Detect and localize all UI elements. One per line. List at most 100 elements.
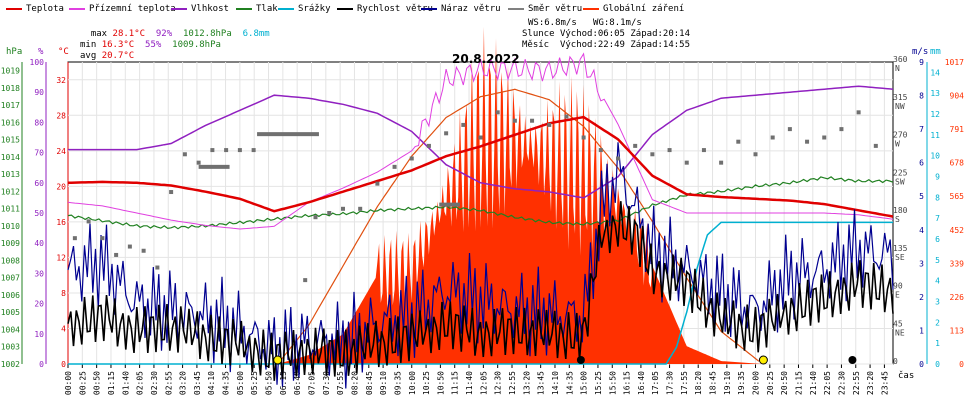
axis-tick-wind_dir-label: SW [895,177,905,186]
wind-dir-point [512,118,517,123]
wind-dir-point [327,211,332,215]
x-tick-label: 02:55 [164,371,173,395]
legend-item: Tlak [236,4,278,14]
axis-tick-temperature: 8 [61,289,66,298]
axis-tick-temperature: 12 [56,253,66,262]
wind-dir-point [141,248,146,253]
axis-tick-humidity: 20 [34,300,44,309]
x-tick-label: 22:05 [823,371,832,395]
legend-label: Náraz větru [441,4,501,14]
axis-tick-wind_dir: 270 [893,131,908,140]
series-wind_speed-Rychlostvětru [67,201,894,381]
axis-tick-humidity: 70 [34,149,44,158]
axis-tick-rain: 2 [935,318,940,327]
x-tick-label: 23:45 [880,371,889,395]
axis-tick-wind_dir: 90 [893,282,903,291]
wind-dir-point [169,190,174,195]
stat-max-hum: 92% [155,29,173,39]
x-tick-label: 07:55 [336,371,345,395]
axis-tick-radiation: 452 [950,226,965,235]
x-tick-label: 08:20 [350,371,359,395]
axis-tick-radiation: 1017 [945,58,964,67]
wind-dir-point [564,114,569,119]
wind-dir-point [224,148,229,153]
wind-dir-point [684,160,689,165]
axis-tick-pressure: 1012 [1,187,20,196]
axis-tick-rain: 0 [935,360,940,369]
wind-dir-point [72,236,77,241]
x-tick-label: 16:40 [637,371,646,395]
axis-tick-temperature: 24 [56,147,66,156]
axis-tick-wind_dir-label: S [895,215,900,224]
legend-swatch [6,8,22,10]
axis-tick-rain: 7 [935,214,940,223]
legend-swatch [236,8,252,10]
axis-tick-pressure: 1017 [1,101,20,110]
axis-tick-humidity: 80 [34,118,44,127]
series-radiation-theoretical [277,88,760,365]
legend-label: Vlhkost [191,4,229,14]
axis-tick-humidity: 0 [39,360,44,369]
axis-tick-wind_dir: 45 [893,319,903,328]
moon-set: Západ:14:55 [630,40,690,50]
wind-dir-point [495,110,500,115]
x-tick-label: 00:50 [93,371,102,395]
x-tick-label: 16:15 [623,371,632,395]
wind-dir-point [237,148,242,153]
axis-tick-humidity: 10 [34,330,44,339]
wind-dir-point [650,152,655,157]
x-tick-label: 15:25 [594,371,603,395]
stat-max-rain: 6.8mm [242,29,270,39]
wind-dir-calm-bar [198,164,230,169]
wind-dir-point [633,143,638,148]
axis-tick-rain: 12 [930,110,940,119]
legend-item: Přízemní teplota [69,4,176,14]
axis-tick-rain: 4 [935,277,940,286]
x-tick-label: 08:45 [365,371,374,395]
x-tick-label: 06:15 [279,371,288,395]
x-tick-label: 04:10 [207,371,216,395]
x-tick-label: 09:35 [393,371,402,395]
axis-tick-radiation: 226 [950,293,965,302]
axis-tick-radiation: 678 [950,159,965,168]
x-tick-label: 03:20 [179,371,188,395]
wind-dir-point [530,118,535,123]
wind-dir-point [210,148,215,153]
wind-dir-point [196,160,201,165]
wind-dir-point [719,160,724,165]
legend-item: Globální záření [583,4,684,14]
series-wind_speed-Nárazvětru [67,142,894,389]
axis-tick-rain: 13 [930,89,940,98]
legend-item: Náraz větru [421,4,501,14]
axis-tick-humidity: 100 [30,58,45,67]
legend-swatch [278,8,294,10]
x-tick-label: 19:10 [723,371,732,395]
legend-item: Vlhkost [171,4,229,14]
legend-label: Srážky [298,4,331,14]
axis-unit-temperature: °C [58,47,69,57]
wind-dir-point [770,135,775,140]
wind-dir-point [341,206,345,211]
series-humidity-Vlhkost [68,85,894,199]
axis-tick-humidity: 90 [34,88,44,97]
x-tick-label: 00:00 [64,371,73,395]
axis-tick-wind_speed: 8 [919,92,924,101]
x-tick-label: 01:40 [121,371,130,395]
wind-dir-point [736,139,741,144]
wind-dir-point [753,152,758,157]
axis-tick-wind_dir-label: W [895,140,900,149]
legend-label: Tlak [256,4,278,14]
axis-unit-wind_speed: m/s [912,47,928,57]
axis-tick-wind_speed: 2 [919,293,924,302]
wind-dir-point [155,265,160,270]
axis-tick-pressure: 1015 [1,136,20,145]
x-axis-label: čas [898,370,914,381]
axis-tick-pressure: 1013 [1,170,20,179]
x-tick-label: 13:45 [537,371,546,395]
legend-item: Srážky [278,4,331,14]
axis-tick-wind_dir: 225 [893,168,908,177]
x-tick-label: 11:15 [451,371,460,395]
x-tick-label: 04:35 [222,371,231,395]
wind-dir-point [839,127,844,132]
series-rain-Srážky [68,221,893,365]
